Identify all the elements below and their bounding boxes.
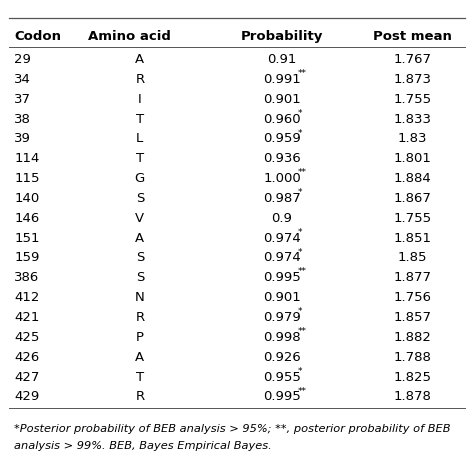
Text: 0.995: 0.995 bbox=[263, 272, 301, 284]
Text: *: * bbox=[298, 248, 302, 257]
Text: Codon: Codon bbox=[14, 31, 61, 43]
Text: 1.851: 1.851 bbox=[393, 232, 431, 244]
Text: N: N bbox=[135, 291, 145, 304]
Text: S: S bbox=[136, 272, 144, 284]
Text: 1.755: 1.755 bbox=[393, 93, 431, 106]
Text: 1.756: 1.756 bbox=[393, 291, 431, 304]
Text: 0.960: 0.960 bbox=[263, 113, 301, 125]
Text: Post mean: Post mean bbox=[373, 31, 452, 43]
Text: 0.995: 0.995 bbox=[263, 391, 301, 403]
Text: Amino acid: Amino acid bbox=[88, 31, 171, 43]
Text: T: T bbox=[136, 113, 144, 125]
Text: 0.9: 0.9 bbox=[272, 212, 292, 225]
Text: 0.979: 0.979 bbox=[263, 311, 301, 324]
Text: 1.825: 1.825 bbox=[393, 371, 431, 383]
Text: A: A bbox=[135, 232, 145, 244]
Text: Probability: Probability bbox=[241, 31, 323, 43]
Text: 0.91: 0.91 bbox=[267, 53, 297, 66]
Text: 1.877: 1.877 bbox=[393, 272, 431, 284]
Text: 427: 427 bbox=[14, 371, 40, 383]
Text: R: R bbox=[135, 311, 145, 324]
Text: 37: 37 bbox=[14, 93, 31, 106]
Text: 1.833: 1.833 bbox=[393, 113, 431, 125]
Text: 38: 38 bbox=[14, 113, 31, 125]
Text: 1.801: 1.801 bbox=[393, 152, 431, 165]
Text: T: T bbox=[136, 152, 144, 165]
Text: 0.901: 0.901 bbox=[263, 93, 301, 106]
Text: *: * bbox=[298, 129, 302, 138]
Text: 1.878: 1.878 bbox=[393, 391, 431, 403]
Text: 0.959: 0.959 bbox=[263, 133, 301, 145]
Text: 386: 386 bbox=[14, 272, 39, 284]
Text: *: * bbox=[298, 367, 302, 376]
Text: analysis > 99%. BEB, Bayes Empirical Bayes.: analysis > 99%. BEB, Bayes Empirical Bay… bbox=[14, 441, 272, 451]
Text: 1.000: 1.000 bbox=[263, 172, 301, 185]
Text: 0.998: 0.998 bbox=[263, 331, 301, 344]
Text: G: G bbox=[135, 172, 145, 185]
Text: 115: 115 bbox=[14, 172, 40, 185]
Text: 114: 114 bbox=[14, 152, 40, 165]
Text: 0.901: 0.901 bbox=[263, 291, 301, 304]
Text: A: A bbox=[135, 351, 145, 364]
Text: 425: 425 bbox=[14, 331, 40, 344]
Text: 1.857: 1.857 bbox=[393, 311, 431, 324]
Text: 159: 159 bbox=[14, 252, 40, 264]
Text: V: V bbox=[135, 212, 145, 225]
Text: 1.85: 1.85 bbox=[398, 252, 427, 264]
Text: 146: 146 bbox=[14, 212, 39, 225]
Text: L: L bbox=[136, 133, 144, 145]
Text: 0.926: 0.926 bbox=[263, 351, 301, 364]
Text: **: ** bbox=[298, 387, 307, 396]
Text: 0.974: 0.974 bbox=[263, 232, 301, 244]
Text: 429: 429 bbox=[14, 391, 39, 403]
Text: 0.991: 0.991 bbox=[263, 73, 301, 86]
Text: **: ** bbox=[298, 267, 307, 276]
Text: 1.83: 1.83 bbox=[398, 133, 427, 145]
Text: *: * bbox=[298, 188, 302, 197]
Text: 0.936: 0.936 bbox=[263, 152, 301, 165]
Text: 1.884: 1.884 bbox=[393, 172, 431, 185]
Text: 29: 29 bbox=[14, 53, 31, 66]
Text: 1.873: 1.873 bbox=[393, 73, 431, 86]
Text: 0.987: 0.987 bbox=[263, 192, 301, 205]
Text: R: R bbox=[135, 391, 145, 403]
Text: 1.767: 1.767 bbox=[393, 53, 431, 66]
Text: A: A bbox=[135, 53, 145, 66]
Text: 421: 421 bbox=[14, 311, 40, 324]
Text: 34: 34 bbox=[14, 73, 31, 86]
Text: T: T bbox=[136, 371, 144, 383]
Text: *: * bbox=[298, 307, 302, 316]
Text: I: I bbox=[138, 93, 142, 106]
Text: P: P bbox=[136, 331, 144, 344]
Text: *: * bbox=[298, 228, 302, 237]
Text: 1.867: 1.867 bbox=[393, 192, 431, 205]
Text: **: ** bbox=[298, 168, 307, 177]
Text: 1.788: 1.788 bbox=[393, 351, 431, 364]
Text: 39: 39 bbox=[14, 133, 31, 145]
Text: 140: 140 bbox=[14, 192, 39, 205]
Text: *Posterior probability of BEB analysis > 95%; **, posterior probability of BEB: *Posterior probability of BEB analysis >… bbox=[14, 423, 451, 433]
Text: *: * bbox=[298, 109, 302, 118]
Text: 151: 151 bbox=[14, 232, 40, 244]
Text: 0.955: 0.955 bbox=[263, 371, 301, 383]
Text: 1.755: 1.755 bbox=[393, 212, 431, 225]
Text: R: R bbox=[135, 73, 145, 86]
Text: 0.974: 0.974 bbox=[263, 252, 301, 264]
Text: 426: 426 bbox=[14, 351, 39, 364]
Text: **: ** bbox=[298, 69, 307, 78]
Text: 412: 412 bbox=[14, 291, 40, 304]
Text: 1.882: 1.882 bbox=[393, 331, 431, 344]
Text: S: S bbox=[136, 252, 144, 264]
Text: **: ** bbox=[298, 327, 307, 336]
Text: S: S bbox=[136, 192, 144, 205]
